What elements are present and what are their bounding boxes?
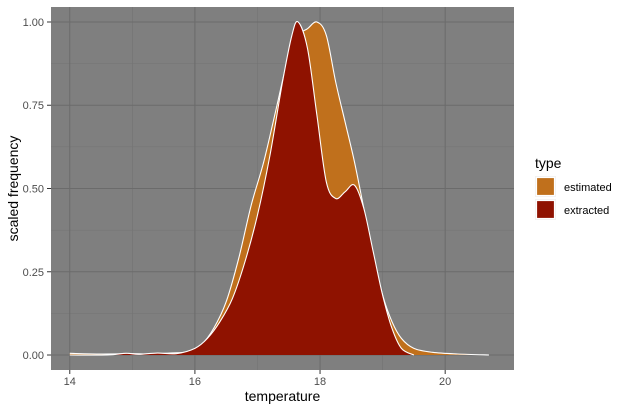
density-areas [69, 20, 489, 356]
y-tick-label: 1.00 [23, 17, 44, 29]
x-axis-title: temperature [245, 388, 321, 404]
outline-extracted [69, 20, 415, 356]
y-axis: 0.00 0.25 0.50 0.75 1.00 [23, 17, 51, 362]
legend-title: type [535, 155, 562, 171]
x-tick-label: 18 [314, 376, 326, 388]
y-tick-label: 0.50 [23, 184, 44, 196]
x-tick-label: 20 [439, 376, 451, 388]
legend: type estimated extracted [535, 155, 612, 220]
y-tick-label: 0.00 [23, 350, 44, 362]
y-axis-title: scaled frequency [5, 136, 21, 242]
y-tick-label: 0.75 [23, 100, 44, 112]
x-axis: 14 16 18 20 [64, 370, 451, 388]
area-extracted [69, 21, 414, 356]
x-tick-label: 14 [64, 376, 76, 388]
x-tick-label: 16 [189, 376, 201, 388]
legend-key-estimated [535, 176, 556, 197]
legend-items: estimated extracted [535, 176, 612, 220]
legend-label-estimated: estimated [564, 182, 612, 194]
legend-label-extracted: extracted [564, 205, 609, 217]
legend-key-extracted [535, 199, 556, 220]
y-tick-label: 0.25 [23, 267, 44, 279]
